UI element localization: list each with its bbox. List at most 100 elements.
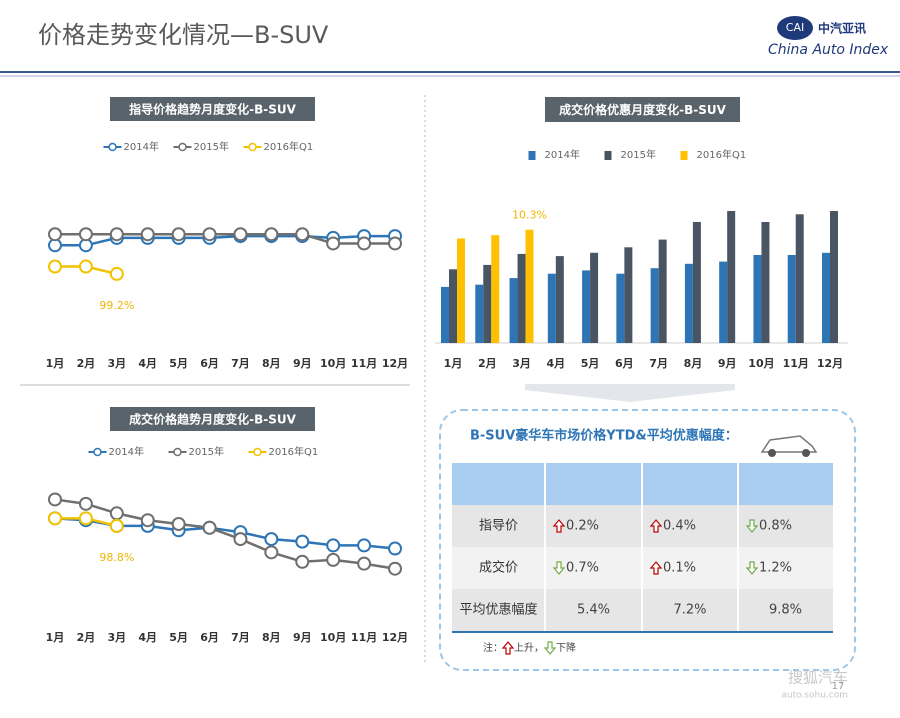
x-tick-label: 10月 xyxy=(320,631,346,644)
x-tick-label: 8月 xyxy=(684,357,703,370)
cell-value: 7.2% xyxy=(673,603,706,618)
x-tick-label: 6月 xyxy=(200,357,219,370)
arrow-up xyxy=(552,519,566,533)
data-point xyxy=(109,227,124,242)
bar xyxy=(719,261,728,343)
arrow-down xyxy=(552,561,566,575)
x-tick-label: 12月 xyxy=(382,631,408,644)
arrow-down xyxy=(745,561,759,575)
data-label: 10.3% xyxy=(512,209,547,222)
chart-title-box xyxy=(110,407,315,431)
data-point xyxy=(264,545,279,560)
legend-label: 2014年 xyxy=(124,140,159,153)
x-tick-label: 11月 xyxy=(351,357,377,370)
legend-marker xyxy=(108,142,117,152)
data-point xyxy=(295,534,310,549)
cell-value: 9.8% xyxy=(769,603,802,618)
bar xyxy=(555,256,564,343)
x-tick-label: 10月 xyxy=(320,357,346,370)
bar xyxy=(624,247,633,343)
x-tick-label: 3月 xyxy=(107,631,126,644)
x-tick-label: 11月 xyxy=(351,631,377,644)
cell-value: 0.4% xyxy=(663,519,696,534)
bar xyxy=(457,238,465,343)
x-tick-label: 5月 xyxy=(169,631,188,644)
series-line xyxy=(55,232,395,245)
x-tick-label: 5月 xyxy=(581,357,600,370)
legend-label: 2016年Q1 xyxy=(697,148,747,161)
watermark: 搜狐汽车 xyxy=(788,669,848,687)
chart-title: 指导价格趋势月度变化-B-SUV xyxy=(129,102,296,117)
chart-title: 成交价格优惠月度变化-B-SUV xyxy=(559,102,726,117)
chart-title-box xyxy=(110,97,315,121)
x-tick-label: 1月 xyxy=(46,631,65,644)
x-tick-label: 4月 xyxy=(138,631,157,644)
data-point xyxy=(109,518,124,533)
x-tick-label: 7月 xyxy=(231,631,250,644)
data-label: 99.2% xyxy=(99,299,134,312)
x-tick-label: 12月 xyxy=(382,357,408,370)
note-up: 上升， xyxy=(514,642,544,654)
data-point xyxy=(233,532,248,547)
data-point xyxy=(202,520,217,535)
data-point xyxy=(48,227,62,242)
page-number: 17 xyxy=(832,681,845,692)
x-tick-label: 8月 xyxy=(262,357,281,370)
cell-value: 0.1% xyxy=(663,561,696,576)
x-tick-label: 5月 xyxy=(169,357,188,370)
bar xyxy=(491,235,500,343)
x-tick-label: 2月 xyxy=(77,631,96,644)
x-tick-label: 1月 xyxy=(444,357,463,370)
data-point xyxy=(202,227,217,242)
bar xyxy=(692,222,701,343)
data-point xyxy=(48,511,62,526)
bar xyxy=(727,211,736,343)
data-point xyxy=(78,227,93,242)
bar xyxy=(650,268,659,343)
cell-value: 1.2% xyxy=(759,561,792,576)
row-label: 平均优惠幅度 xyxy=(459,602,537,618)
legend-swatch xyxy=(528,151,536,160)
data-point xyxy=(171,227,186,242)
arrow-down xyxy=(745,519,759,533)
legend-label: 2015年 xyxy=(189,445,224,458)
x-tick-label: 7月 xyxy=(231,357,250,370)
data-point xyxy=(140,513,155,528)
data-point xyxy=(357,556,372,571)
data-point xyxy=(264,227,279,242)
bar xyxy=(787,255,796,343)
data-point xyxy=(48,259,62,274)
bar xyxy=(830,211,838,343)
bar xyxy=(509,278,518,343)
bar xyxy=(517,253,526,343)
legend-marker xyxy=(173,447,182,457)
row-label: 成交价 xyxy=(479,560,518,576)
data-point xyxy=(357,236,372,251)
x-tick-label: 6月 xyxy=(200,631,219,644)
legend-marker xyxy=(253,447,262,457)
legend-marker xyxy=(93,447,102,457)
table-title: B-SUV豪华车市场价格YTD&平均优惠幅度： xyxy=(470,428,738,444)
bar xyxy=(441,286,449,343)
data-point xyxy=(264,532,279,547)
watermark-site: auto.sohu.com xyxy=(781,691,848,701)
x-tick-label: 1月 xyxy=(46,357,65,370)
x-tick-label: 12月 xyxy=(817,357,843,370)
x-tick-label: 4月 xyxy=(546,357,565,370)
x-tick-label: 3月 xyxy=(107,357,126,370)
bar xyxy=(590,252,599,343)
data-point xyxy=(326,538,341,553)
x-tick-label: 3月 xyxy=(512,357,531,370)
x-tick-label: 10月 xyxy=(748,357,774,370)
x-tick-label: 9月 xyxy=(293,357,312,370)
data-point xyxy=(109,266,124,281)
arrow-down xyxy=(543,641,557,655)
cell-value: 0.7% xyxy=(566,561,599,576)
row-label: 指导价 xyxy=(479,519,518,534)
legend-label: 2015年 xyxy=(621,148,656,161)
bar xyxy=(547,273,556,343)
data-point xyxy=(295,554,310,569)
note-down: 下降 xyxy=(556,641,576,654)
data-point xyxy=(388,541,402,556)
